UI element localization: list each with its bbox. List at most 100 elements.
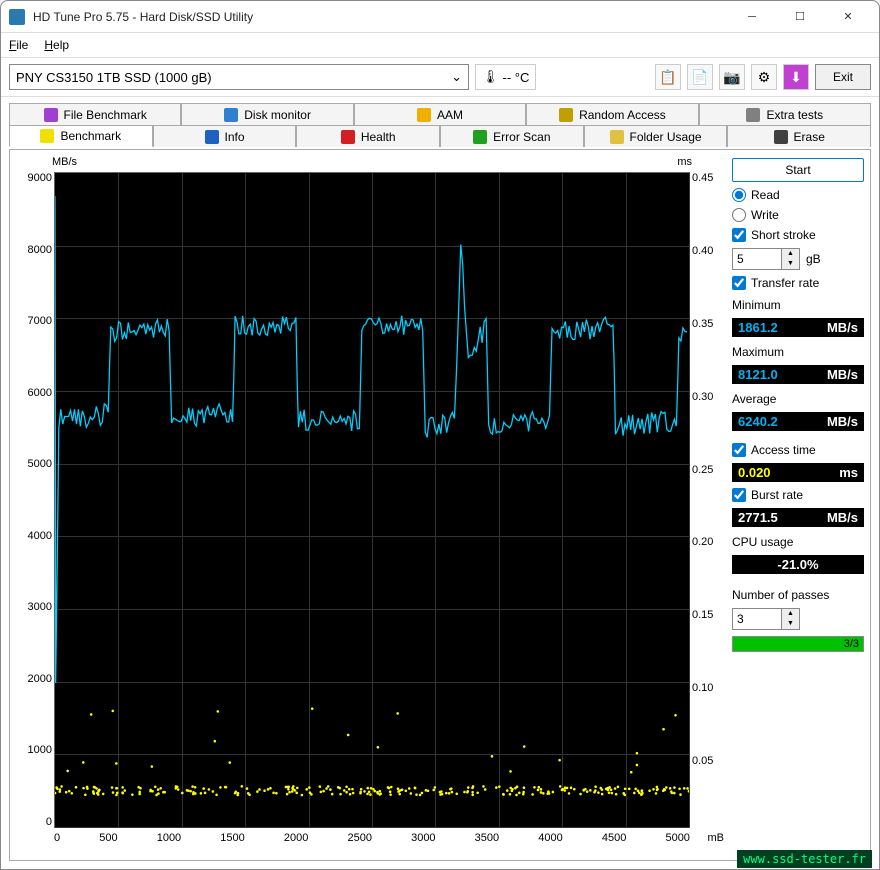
short-stroke-check[interactable] [732, 228, 746, 242]
x-unit: mB [708, 832, 725, 844]
short-stroke-input[interactable] [733, 249, 781, 269]
minimum-value: 1861.2MB/s [732, 318, 864, 337]
tab-label: Error Scan [493, 130, 550, 144]
read-radio[interactable] [732, 188, 746, 202]
close-button[interactable]: ✕ [825, 1, 871, 33]
drive-select[interactable]: PNY CS3150 1TB SSD (1000 gB) ⌄ [9, 64, 469, 90]
sidebar: Start Read Write Short stroke ▲▼ gB Tran… [724, 154, 866, 856]
toolbar: PNY CS3150 1TB SSD (1000 gB) ⌄ 🌡 -- °C 📋… [1, 57, 879, 97]
screenshot-icon[interactable]: 📷 [719, 64, 745, 90]
tab-error-scan[interactable]: Error Scan [440, 125, 584, 147]
menubar: File Help [1, 33, 879, 57]
transfer-rate-label: Transfer rate [751, 276, 819, 290]
spinner-up-icon[interactable]: ▲ [782, 249, 799, 259]
passes-label: Number of passes [732, 588, 864, 602]
tab-label: Health [361, 130, 396, 144]
tab-health[interactable]: Health [296, 125, 440, 147]
y-left-unit: MB/s [52, 156, 77, 168]
short-stroke-unit: gB [806, 252, 821, 266]
tab-info[interactable]: Info [153, 125, 297, 147]
tab-benchmark[interactable]: Benchmark [9, 125, 153, 147]
chart-area: MB/s ms 90008000700060005000400030002000… [14, 154, 724, 856]
titlebar[interactable]: HD Tune Pro 5.75 - Hard Disk/SSD Utility… [1, 1, 879, 33]
y-left-ticks: 9000800070006000500040003000200010000 [14, 172, 52, 828]
copy-info-icon[interactable]: 📋 [655, 64, 681, 90]
tab-label: Disk monitor [244, 108, 311, 122]
tab-icon [746, 108, 760, 122]
options-icon[interactable]: ⚙ [751, 64, 777, 90]
tab-label: Extra tests [766, 108, 823, 122]
menu-help[interactable]: Help [44, 38, 69, 52]
tab-file-benchmark[interactable]: File Benchmark [9, 103, 181, 125]
exit-button[interactable]: Exit [815, 64, 871, 90]
burst-rate-label: Burst rate [751, 488, 803, 502]
tabs-container: File Benchmark Disk monitor AAM Random Acce… [1, 97, 879, 149]
tab-label: Erase [794, 130, 825, 144]
tab-label: Benchmark [60, 129, 121, 143]
access-time-value: 0.020ms [732, 463, 864, 482]
start-button[interactable]: Start [732, 158, 864, 182]
x-ticks: 0500100015002000250030003500400045005000 [54, 832, 690, 844]
tab-icon [44, 108, 58, 122]
thermometer-icon: 🌡 [482, 69, 499, 85]
tab-icon [205, 130, 219, 144]
passes-progress-text: 3/3 [844, 637, 859, 651]
tab-icon [40, 129, 54, 143]
tab-random-access[interactable]: Random Access [526, 103, 698, 125]
maximum-label: Maximum [732, 345, 864, 359]
app-icon [9, 9, 25, 25]
tab-icon [473, 130, 487, 144]
watermark: www.ssd-tester.fr [737, 850, 872, 868]
tab-disk-monitor[interactable]: Disk monitor [181, 103, 353, 125]
tab-aam[interactable]: AAM [354, 103, 526, 125]
spinner-down-icon[interactable]: ▼ [782, 619, 799, 629]
y-right-unit: ms [677, 156, 692, 168]
burst-rate-check[interactable] [732, 488, 746, 502]
spinner-down-icon[interactable]: ▼ [782, 259, 799, 269]
cpu-usage-value: -21.0% [732, 555, 864, 574]
y-right-ticks: 0.450.400.350.300.250.200.150.100.05 [692, 172, 724, 828]
tab-label: File Benchmark [64, 108, 147, 122]
tab-icon [417, 108, 431, 122]
average-value: 6240.2MB/s [732, 412, 864, 431]
cpu-usage-label: CPU usage [732, 535, 864, 549]
passes-input[interactable] [733, 609, 781, 629]
passes-spinner[interactable]: ▲▼ [732, 608, 800, 630]
short-stroke-label: Short stroke [751, 228, 816, 242]
tab-icon [774, 130, 788, 144]
average-label: Average [732, 392, 864, 406]
content-area: MB/s ms 90008000700060005000400030002000… [9, 149, 871, 861]
write-label: Write [751, 208, 779, 222]
save-icon[interactable]: ⬇ [783, 64, 809, 90]
tab-erase[interactable]: Erase [727, 125, 871, 147]
burst-rate-value: 2771.5MB/s [732, 508, 864, 527]
temperature-value: -- °C [503, 70, 530, 85]
window-title: HD Tune Pro 5.75 - Hard Disk/SSD Utility [33, 10, 729, 24]
tab-label: Info [225, 130, 245, 144]
tab-label: Random Access [579, 108, 666, 122]
transfer-rate-check[interactable] [732, 276, 746, 290]
copy-screenshot-icon[interactable]: 📄 [687, 64, 713, 90]
short-stroke-spinner[interactable]: ▲▼ [732, 248, 800, 270]
temperature-display: 🌡 -- °C [475, 64, 536, 90]
benchmark-chart [54, 172, 690, 828]
tab-label: AAM [437, 108, 463, 122]
tab-icon [341, 130, 355, 144]
menu-file[interactable]: File [9, 38, 28, 52]
tab-label: Folder Usage [630, 130, 702, 144]
spinner-up-icon[interactable]: ▲ [782, 609, 799, 619]
write-radio[interactable] [732, 208, 746, 222]
minimize-button[interactable]: ─ [729, 1, 775, 33]
drive-select-label: PNY CS3150 1TB SSD (1000 gB) [16, 70, 212, 85]
maximize-button[interactable]: ☐ [777, 1, 823, 33]
access-time-check[interactable] [732, 443, 746, 457]
maximum-value: 8121.0MB/s [732, 365, 864, 384]
app-window: HD Tune Pro 5.75 - Hard Disk/SSD Utility… [0, 0, 880, 870]
tab-folder-usage[interactable]: Folder Usage [584, 125, 728, 147]
chevron-down-icon: ⌄ [451, 69, 462, 85]
tab-icon [610, 130, 624, 144]
passes-progress: 3/3 [732, 636, 864, 652]
tab-icon [224, 108, 238, 122]
tab-extra-tests[interactable]: Extra tests [699, 103, 871, 125]
access-time-label: Access time [751, 443, 816, 457]
